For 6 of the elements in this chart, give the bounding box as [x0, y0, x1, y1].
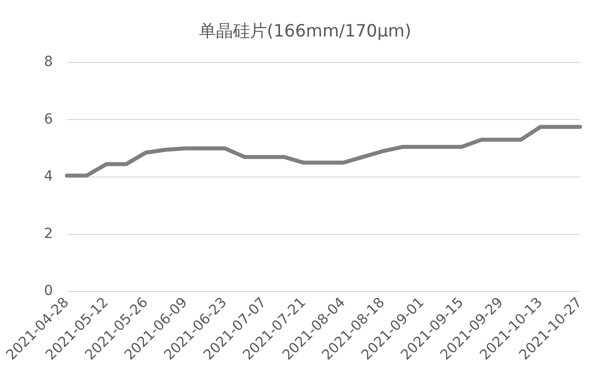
y-tick-label: 0 — [44, 283, 53, 300]
chart-title: 单晶硅片(166mm/170μm) — [198, 22, 412, 42]
y-tick-label: 4 — [44, 168, 53, 185]
y-tick-label: 2 — [44, 226, 53, 242]
y-tick-label: 6 — [44, 111, 53, 128]
y-tick-label: 8 — [44, 54, 53, 70]
